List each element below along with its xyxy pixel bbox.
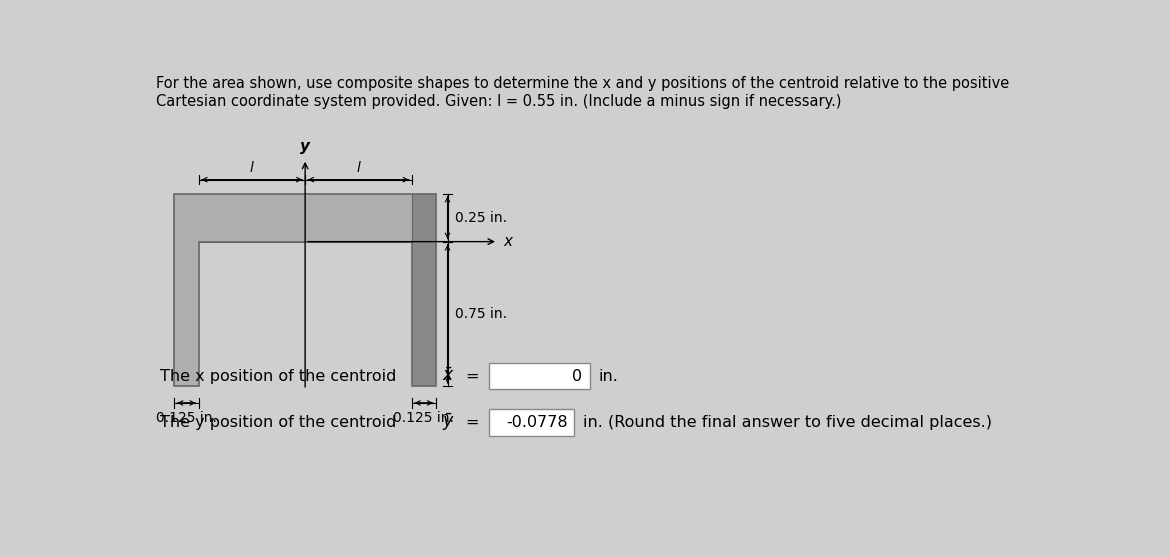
Text: =: = bbox=[466, 369, 479, 384]
Text: -0.0778: -0.0778 bbox=[507, 415, 567, 430]
Text: 0: 0 bbox=[572, 369, 581, 384]
Text: Cartesian coordinate system provided. Given: l = 0.55 in. (Include a minus sign : Cartesian coordinate system provided. Gi… bbox=[156, 94, 841, 109]
Text: =: = bbox=[466, 415, 479, 430]
FancyBboxPatch shape bbox=[489, 409, 574, 436]
Bar bbox=[174, 193, 436, 242]
Text: For the area shown, use composite shapes to determine the x and y positions of t: For the area shown, use composite shapes… bbox=[156, 76, 1009, 91]
Text: y: y bbox=[301, 139, 310, 154]
Bar bbox=[174, 242, 199, 386]
Text: 0.25 in.: 0.25 in. bbox=[455, 211, 508, 224]
Text: l: l bbox=[250, 161, 254, 175]
Text: 0.75 in.: 0.75 in. bbox=[455, 307, 508, 321]
Text: $\bar{y}$: $\bar{y}$ bbox=[442, 412, 455, 433]
Text: in. (Round the final answer to five decimal places.): in. (Round the final answer to five deci… bbox=[584, 415, 992, 430]
Text: 0.125 in.: 0.125 in. bbox=[393, 411, 454, 424]
Text: in.: in. bbox=[599, 369, 619, 384]
Text: The x position of the centroid: The x position of the centroid bbox=[160, 369, 397, 384]
Text: 0.125 in.: 0.125 in. bbox=[156, 411, 216, 424]
Text: l: l bbox=[357, 161, 360, 175]
Text: $\bar{x}$: $\bar{x}$ bbox=[442, 368, 455, 385]
Text: x: x bbox=[503, 234, 512, 249]
Text: The y position of the centroid: The y position of the centroid bbox=[160, 415, 397, 430]
Bar bbox=[412, 193, 436, 386]
FancyBboxPatch shape bbox=[489, 363, 590, 389]
